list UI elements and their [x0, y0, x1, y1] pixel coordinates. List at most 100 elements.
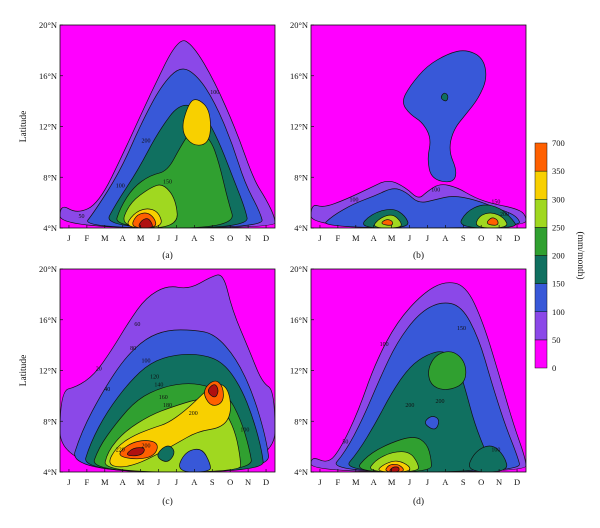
colorbar-tick-label: 350: [552, 166, 565, 176]
colorbar-tick-label: 0: [552, 363, 556, 373]
contour-label: 20: [96, 367, 102, 373]
x-tick-label: M: [101, 233, 109, 243]
contour-label: 150: [163, 179, 172, 185]
contour-label: 100: [142, 358, 151, 364]
x-tick-label: A: [442, 233, 449, 243]
contour-fills: [311, 50, 526, 228]
colorbar-swatch: [534, 283, 548, 312]
colorbar-tick-label: 300: [552, 194, 565, 204]
x-tick-label: J: [426, 477, 430, 487]
contour-label: 200: [436, 399, 445, 405]
contour-label: 160: [159, 395, 168, 401]
x-tick-label: A: [191, 233, 198, 243]
contour-label: 100: [380, 342, 389, 348]
x-tick-label: D: [514, 233, 520, 243]
contour-level-8: [138, 218, 153, 228]
contour-label: 100: [116, 183, 125, 189]
panel-caption: (a): [162, 250, 173, 261]
x-tick-label: J: [67, 477, 71, 487]
contour-label: 200: [500, 212, 509, 218]
contour-label: 100: [431, 187, 440, 193]
x-tick-label: J: [318, 233, 322, 243]
x-tick-label: A: [120, 477, 127, 487]
contour-background: [311, 25, 526, 228]
x-tick-label: J: [426, 233, 430, 243]
x-tick-label: M: [388, 233, 396, 243]
x-tick-label: F: [336, 233, 341, 243]
colorbar-label: (mm/month): [575, 231, 586, 279]
x-tick-label: J: [157, 477, 161, 487]
y-tick-label: 16°N: [39, 71, 57, 81]
contour-label: 150: [491, 200, 500, 206]
x-tick-label: A: [120, 233, 127, 243]
x-tick-label: N: [245, 477, 251, 487]
x-tick-label: J: [408, 477, 412, 487]
y-tick-label: 20°N: [39, 264, 57, 274]
x-tick-label: M: [388, 477, 396, 487]
colorbar-tick-label: 700: [552, 138, 565, 148]
x-tick-label: M: [137, 233, 145, 243]
colorbar-swatch: [534, 199, 548, 228]
x-tick-label: N: [245, 233, 251, 243]
contour-label: 200: [189, 411, 198, 417]
panel-caption: (c): [162, 496, 173, 507]
colorbar: 0 50 100 150 200 250 300 350 700 (mm/month): [534, 138, 586, 373]
contour-label: 120: [150, 375, 159, 381]
y-tick-label: 8°N: [43, 416, 57, 426]
x-tick-label: N: [496, 233, 502, 243]
contour-level-2: [403, 50, 487, 183]
y-tick-label: 16°N: [290, 315, 308, 325]
x-tick-label: F: [85, 477, 90, 487]
contour-level-6: [182, 99, 211, 146]
contour-label: 150: [457, 326, 466, 332]
colorbar-swatch: [534, 142, 548, 172]
contour-level-8: [208, 384, 219, 398]
contour-fills: [311, 282, 526, 472]
contour-label: 60: [134, 322, 140, 328]
x-tick-label: A: [442, 477, 449, 487]
contour-label: 100: [491, 448, 500, 454]
y-tick-label: 4°N: [294, 467, 308, 477]
y-tick-label: 12°N: [39, 122, 57, 132]
panel-caption: (d): [413, 496, 424, 507]
x-tick-label: O: [478, 233, 484, 243]
x-tick-label: D: [263, 233, 269, 243]
contour-level-7: [486, 217, 499, 226]
x-tick-label: J: [67, 233, 71, 243]
contour-level-8: [127, 447, 145, 457]
y-tick-label: 12°N: [290, 366, 308, 376]
contour-level-3: [469, 445, 508, 472]
contour-level-3: [157, 445, 175, 462]
x-tick-label: D: [263, 477, 269, 487]
contour-label: 200: [142, 444, 151, 450]
contour-label: 100: [350, 198, 359, 204]
contour-label: 100: [210, 90, 219, 96]
contour-label: 140: [154, 383, 163, 389]
x-tick-label: M: [101, 477, 109, 487]
contour-label: 220: [116, 448, 125, 454]
x-tick-label: M: [352, 233, 360, 243]
contour-level-7: [381, 219, 394, 226]
y-tick-label: 20°N: [290, 264, 308, 274]
contour-level-2: [179, 448, 211, 472]
contour-label: 100: [240, 427, 249, 433]
colorbar-swatch: [534, 339, 548, 369]
x-tick-label: J: [408, 233, 412, 243]
colorbar-tick-label: 200: [552, 251, 565, 261]
contour-label: 80: [130, 346, 136, 352]
x-tick-label: M: [137, 477, 145, 487]
contour-label: 180: [163, 403, 172, 409]
contour-level-4: [428, 351, 467, 390]
y-tick-label: 8°N: [294, 172, 308, 182]
colorbar-tick-label: 250: [552, 222, 565, 232]
y-tick-label: 16°N: [290, 71, 308, 81]
x-tick-label: A: [371, 477, 378, 487]
colorbar-tick-label: 50: [552, 335, 561, 345]
x-tick-label: S: [461, 477, 466, 487]
x-tick-label: F: [336, 477, 341, 487]
x-tick-label: J: [175, 477, 179, 487]
panel-caption: (b): [413, 250, 424, 261]
